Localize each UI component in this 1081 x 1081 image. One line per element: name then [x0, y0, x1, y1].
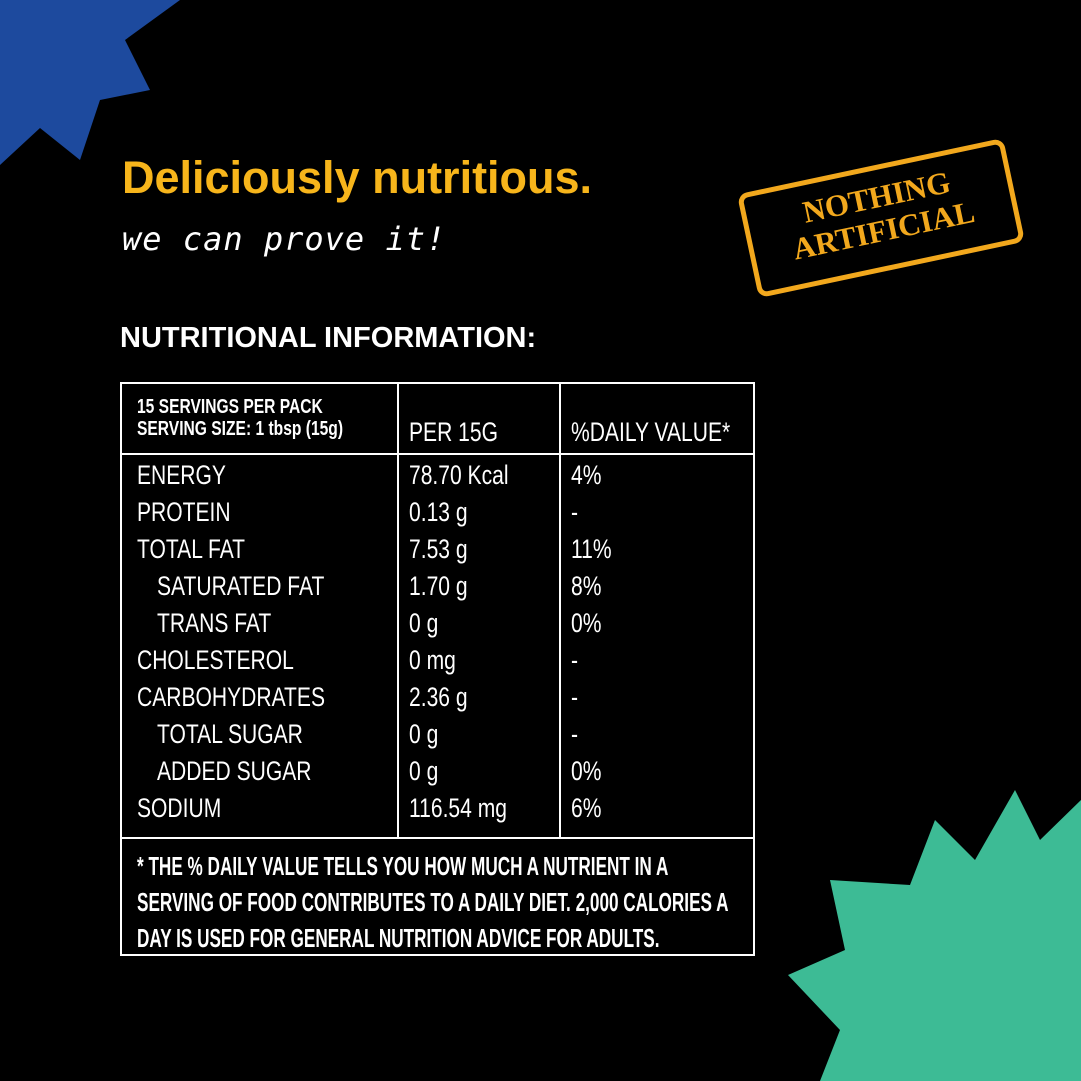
daily-value: 6% [571, 793, 602, 823]
amount: 2.36 g [409, 682, 468, 712]
column-header: PER 15G [409, 417, 498, 447]
row-divider [122, 837, 753, 839]
amount: 0 g [409, 719, 439, 749]
column-divider [559, 384, 561, 837]
green-star [788, 790, 1081, 1081]
daily-value: - [571, 645, 579, 675]
nutrient-name: TRANS FAT [157, 608, 272, 638]
nutrition-table: 15 SERVINGS PER PACK SERVING SIZE: 1 tbs… [120, 382, 755, 956]
column-divider [397, 384, 399, 837]
daily-value: 8% [571, 571, 602, 601]
amount: 0.13 g [409, 497, 468, 527]
amount: 0 g [409, 608, 439, 638]
footnote-line: SERVING OF FOOD CONTRIBUTES TO A DAILY D… [137, 887, 729, 917]
headline: Deliciously nutritious. [122, 152, 593, 203]
daily-value: 4% [571, 460, 602, 490]
nutrient-name: PROTEIN [137, 497, 231, 527]
footnote-line: * THE % DAILY VALUE TELLS YOU HOW MUCH A… [137, 851, 669, 881]
amount: 1.70 g [409, 571, 468, 601]
daily-value: - [571, 497, 579, 527]
footnote-line: DAY IS USED FOR GENERAL NUTRITION ADVICE… [137, 923, 660, 953]
serving-size: SERVING SIZE: 1 tbsp (15g) [137, 418, 344, 440]
daily-value: 11% [571, 534, 612, 564]
servings: 15 SERVINGS PER PACK [137, 396, 323, 418]
amount: 0 mg [409, 645, 456, 675]
nutrient-name: SATURATED FAT [157, 571, 325, 601]
section-title: NUTRITIONAL INFORMATION: [120, 322, 537, 354]
daily-value: 0% [571, 756, 602, 786]
amount: 78.70 Kcal [409, 460, 509, 490]
daily-value: - [571, 682, 579, 712]
amount: 0 g [409, 756, 439, 786]
nutrient-name: ADDED SUGAR [157, 756, 312, 786]
column-header: %DAILY VALUE* [571, 417, 731, 447]
amount: 116.54 mg [409, 793, 507, 823]
nutrient-name: ENERGY [137, 460, 226, 490]
tagline: we can prove it! [122, 220, 447, 258]
nutrient-name: SODIUM [137, 793, 222, 823]
daily-value: 0% [571, 608, 602, 638]
row-divider [122, 453, 753, 455]
nutrient-name: CARBOHYDRATES [137, 682, 326, 712]
blue-star [0, 0, 180, 165]
nutrient-name: CHOLESTEROL [137, 645, 294, 675]
nutrient-name: TOTAL SUGAR [157, 719, 303, 749]
nutrient-name: TOTAL FAT [137, 534, 246, 564]
amount: 7.53 g [409, 534, 468, 564]
daily-value: - [571, 719, 579, 749]
